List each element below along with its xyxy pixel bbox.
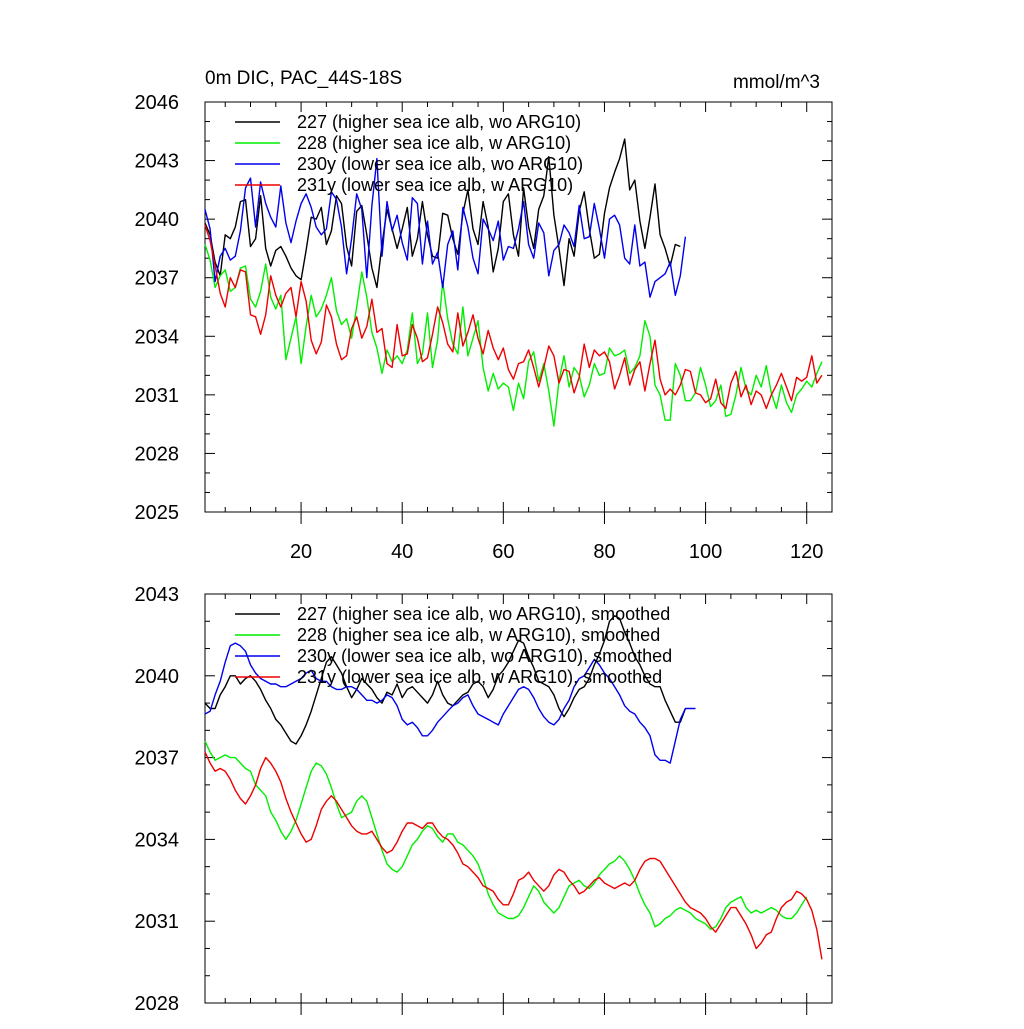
- legend-label: 230y (lower sea ice alb, wo ARG10), smoo…: [297, 646, 672, 666]
- y-tick-label: 2034: [135, 829, 180, 851]
- y-tick-label: 2046: [135, 92, 180, 114]
- y-tick-label: 2028: [135, 443, 180, 465]
- legend-label: 231y (lower sea ice alb, w ARG10): [297, 175, 573, 195]
- y-tick-label: 2043: [135, 584, 180, 606]
- x-tick-label: 60: [492, 541, 514, 563]
- x-tick-label: 100: [689, 541, 722, 563]
- series-line-2: [204, 740, 808, 931]
- x-tick-label: 20: [290, 541, 312, 563]
- y-tick-label: 2040: [135, 209, 180, 231]
- series-line-1: [204, 615, 687, 745]
- series-line-3: [204, 642, 696, 764]
- x-tick-label: 80: [593, 541, 615, 563]
- legend-label: 230y (lower sea ice alb, wo ARG10): [297, 154, 583, 174]
- y-tick-label: 2037: [135, 748, 180, 770]
- legend-label: 231y (lower sea ice alb, w ARG10), smoot…: [297, 667, 662, 687]
- series-line-4: [204, 751, 823, 960]
- series-line-3: [204, 157, 687, 298]
- y-tick-label: 2031: [135, 385, 180, 407]
- chart-title: 0m DIC, PAC_44S-18S: [205, 68, 402, 89]
- series-line-4: [204, 224, 823, 410]
- legend-label: 227 (higher sea ice alb, wo ARG10), smoo…: [297, 604, 670, 624]
- y-tick-label: 2025: [135, 502, 180, 524]
- legend-label: 228 (higher sea ice alb, w ARG10): [297, 133, 571, 153]
- chart-panel-2: 2028 2031 2034 2037 2040 2043 227 (higher sea …: [135, 584, 833, 1015]
- plot-frame: [204, 593, 833, 1004]
- legend-label: 228 (higher sea ice alb, w ARG10), smoot…: [297, 625, 660, 645]
- plot-frame: [204, 101, 833, 513]
- legend-label: 227 (higher sea ice alb, wo ARG10): [297, 112, 581, 132]
- y-tick-label: 2034: [135, 326, 180, 348]
- series-line-2: [204, 244, 823, 427]
- y-tick-label: 2037: [135, 268, 180, 290]
- y-tick-label: 2043: [135, 151, 180, 173]
- x-tick-label: 40: [391, 541, 413, 563]
- y-tick-label: 2028: [135, 993, 180, 1015]
- x-tick-label: 120: [790, 541, 823, 563]
- units-label: mmol/m^3: [733, 72, 820, 93]
- y-tick-label: 2031: [135, 911, 180, 933]
- y-tick-label: 2040: [135, 666, 180, 688]
